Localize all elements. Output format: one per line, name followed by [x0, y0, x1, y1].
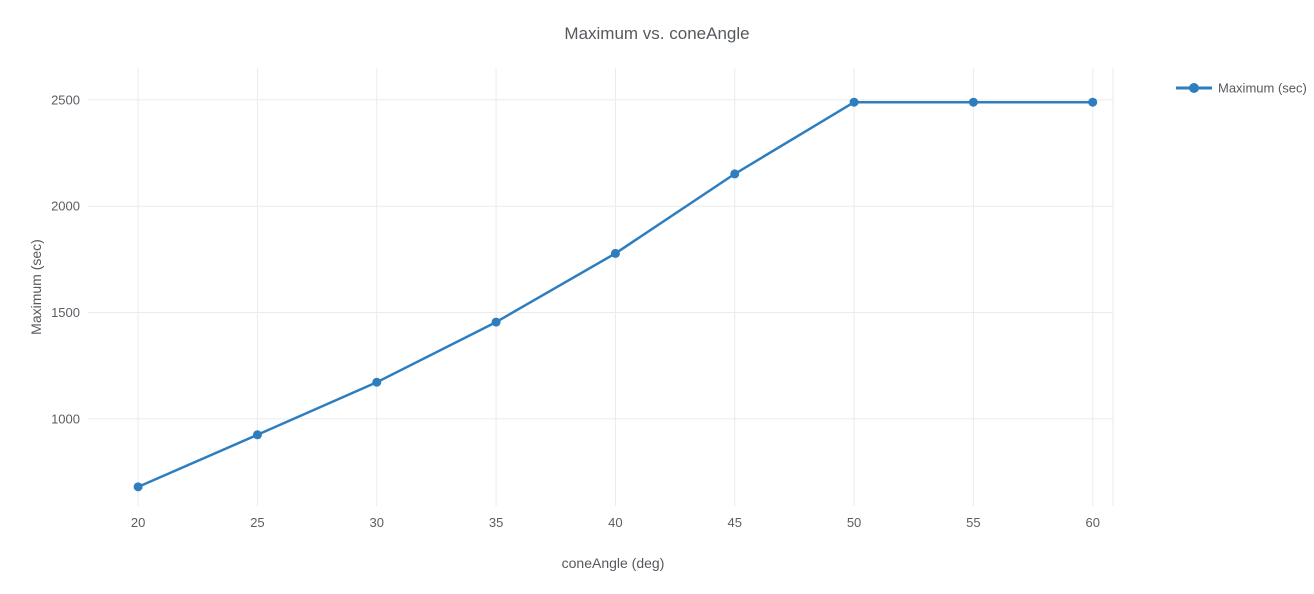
data-point[interactable] — [730, 169, 740, 179]
gridlines — [88, 68, 1114, 506]
x-axis-title: coneAngle (deg) — [562, 555, 665, 571]
legend[interactable]: Maximum (sec) — [1176, 81, 1307, 96]
x-tick-label: 60 — [1085, 515, 1099, 530]
y-tick-label: 2000 — [51, 199, 80, 214]
data-point[interactable] — [491, 317, 501, 327]
x-tick-label: 50 — [847, 515, 861, 530]
x-tick-label: 20 — [131, 515, 145, 530]
y-tick-label: 1000 — [51, 411, 80, 426]
data-point[interactable] — [968, 97, 978, 107]
chart-title: Maximum vs. coneAngle — [564, 24, 749, 43]
y-axis-title: Maximum (sec) — [28, 239, 44, 335]
data-point[interactable] — [610, 248, 620, 258]
y-tick-label: 1500 — [51, 305, 80, 320]
x-tick-label: 25 — [250, 515, 264, 530]
x-tick-label: 55 — [966, 515, 980, 530]
x-tick-labels: 20 25 30 35 40 45 50 55 60 — [131, 515, 1100, 530]
y-tick-labels: 1000 1500 2000 2500 — [51, 92, 80, 426]
legend-marker-icon — [1189, 83, 1199, 93]
x-tick-label: 35 — [489, 515, 503, 530]
x-tick-label: 45 — [728, 515, 742, 530]
legend-label[interactable]: Maximum (sec) — [1218, 81, 1307, 96]
data-point[interactable] — [1088, 97, 1098, 107]
series-layer — [133, 97, 1098, 492]
data-point[interactable] — [372, 377, 382, 387]
x-tick-label: 30 — [370, 515, 384, 530]
y-tick-label: 2500 — [51, 92, 80, 107]
data-point[interactable] — [133, 482, 143, 492]
x-tick-label: 40 — [608, 515, 622, 530]
data-point[interactable] — [252, 430, 262, 440]
data-point[interactable] — [849, 97, 859, 107]
